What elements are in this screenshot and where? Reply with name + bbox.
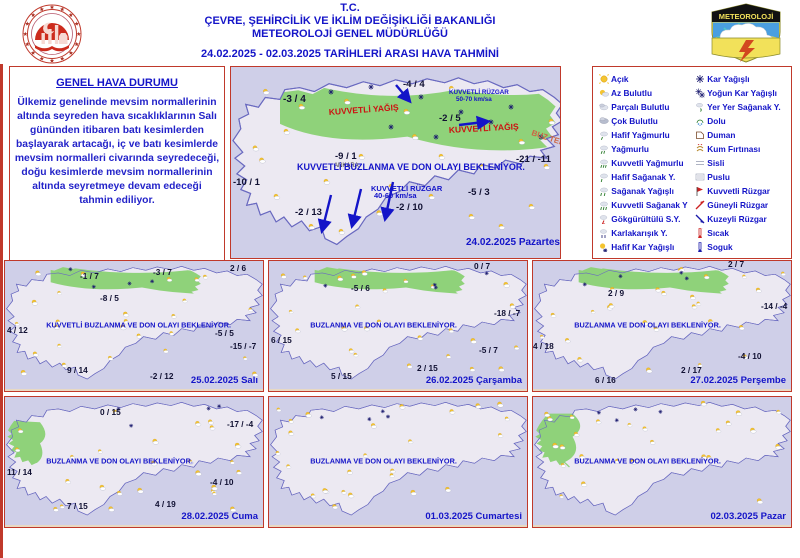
svg-text:2 / 9: 2 / 9: [608, 288, 625, 298]
svg-text:02.03.2025 Pazar: 02.03.2025 Pazar: [710, 511, 786, 522]
svg-text:-9 / 1: -9 / 1: [335, 151, 357, 162]
svg-text:2 / 6: 2 / 6: [230, 263, 247, 273]
svg-text:-14 / -4: -14 / -4: [761, 301, 788, 311]
svg-text:4 / 12: 4 / 12: [7, 325, 28, 335]
svg-text:40-60 km/sa: 40-60 km/sa: [374, 191, 417, 200]
svg-text:4 / 18: 4 / 18: [533, 341, 554, 351]
svg-text:KUVVETLİ BUZLANMA VE DON OLAYI: KUVVETLİ BUZLANMA VE DON OLAYI BEKLENİYO…: [297, 162, 525, 172]
svg-text:-2 / 13: -2 / 13: [295, 207, 322, 218]
svg-text:7 / 15: 7 / 15: [67, 501, 88, 511]
svg-text:KUVVETLİ RÜZGAR: KUVVETLİ RÜZGAR: [449, 87, 509, 96]
svg-text:-17 / -4: -17 / -4: [227, 419, 254, 429]
svg-text:6 / 16: 6 / 16: [595, 375, 616, 385]
svg-text:-4 / 10: -4 / 10: [210, 477, 234, 487]
svg-text:6 / 15: 6 / 15: [271, 335, 292, 345]
svg-text:-1 / 7: -1 / 7: [80, 271, 99, 281]
svg-text:11 / 14: 11 / 14: [7, 467, 32, 477]
svg-text:-4 / 10: -4 / 10: [738, 351, 762, 361]
svg-text:-4 / 4: -4 / 4: [403, 79, 425, 90]
svg-text:METEOROLOJİ: METEOROLOJİ: [719, 12, 774, 21]
svg-text:BUZLANMA VE DON OLAYI BEKLENİY: BUZLANMA VE DON OLAYI BEKLENİYOR.: [310, 457, 457, 466]
svg-text:-10 / 1: -10 / 1: [233, 177, 261, 188]
svg-text:01.03.2025 Cumartesi: 01.03.2025 Cumartesi: [425, 511, 522, 522]
svg-text:-18 / -7: -18 / -7: [494, 308, 521, 318]
svg-text:27.02.2025 Perşembe: 27.02.2025 Perşembe: [690, 375, 786, 386]
svg-text:-5 / 6: -5 / 6: [351, 283, 370, 293]
svg-text:25.02.2025 Salı: 25.02.2025 Salı: [191, 375, 258, 386]
svg-text:50-70 km/sa: 50-70 km/sa: [456, 96, 492, 103]
svg-text:-2 / 10: -2 / 10: [396, 202, 423, 213]
svg-text:28.02.2025 Cuma: 28.02.2025 Cuma: [181, 511, 258, 522]
svg-text:0 / 15: 0 / 15: [100, 407, 121, 417]
svg-text:26.02.2025 Çarşamba: 26.02.2025 Çarşamba: [426, 375, 523, 386]
svg-text:0 / 7: 0 / 7: [474, 261, 491, 271]
svg-text:KUVVETLİ BUZLANMA VE DON OLAYI: KUVVETLİ BUZLANMA VE DON OLAYI BEKLENİYO…: [46, 321, 231, 330]
svg-text:2 / 17: 2 / 17: [681, 365, 702, 375]
svg-text:-3 / 7: -3 / 7: [153, 267, 172, 277]
svg-text:-21 / -11: -21 / -11: [516, 154, 552, 165]
svg-text:5 / 15: 5 / 15: [331, 371, 352, 381]
svg-text:BUZLANMA VE DON OLAYI BEKLENİY: BUZLANMA VE DON OLAYI BEKLENİYOR.: [574, 321, 721, 330]
svg-text:-5 / 3: -5 / 3: [468, 187, 490, 198]
svg-text:-2 / 12: -2 / 12: [150, 371, 174, 381]
svg-text:BUZLANMA VE DON OLAYI BEKLENİY: BUZLANMA VE DON OLAYI BEKLENİYOR.: [574, 457, 721, 466]
svg-text:BUZLANMA VE DON OLAYI BEKLENİY: BUZLANMA VE DON OLAYI BEKLENİYOR.: [46, 457, 193, 466]
svg-text:-5 / 7: -5 / 7: [479, 345, 498, 355]
svg-text:9 / 14: 9 / 14: [67, 365, 88, 375]
svg-text:-15 / -7: -15 / -7: [230, 341, 257, 351]
svg-text:-8 / 5: -8 / 5: [100, 293, 119, 303]
svg-text:-2 / 5: -2 / 5: [439, 113, 461, 124]
svg-text:24.02.2025 Pazartesi: 24.02.2025 Pazartesi: [466, 237, 561, 248]
svg-text:-3 / 4: -3 / 4: [283, 94, 306, 105]
svg-text:2 / 15: 2 / 15: [417, 363, 438, 373]
svg-text:2 / 7: 2 / 7: [728, 261, 745, 269]
svg-text:BUZLANMA VE DON OLAYI BEKLENİY: BUZLANMA VE DON OLAYI BEKLENİYOR.: [310, 321, 457, 330]
svg-text:4 / 19: 4 / 19: [155, 499, 176, 509]
